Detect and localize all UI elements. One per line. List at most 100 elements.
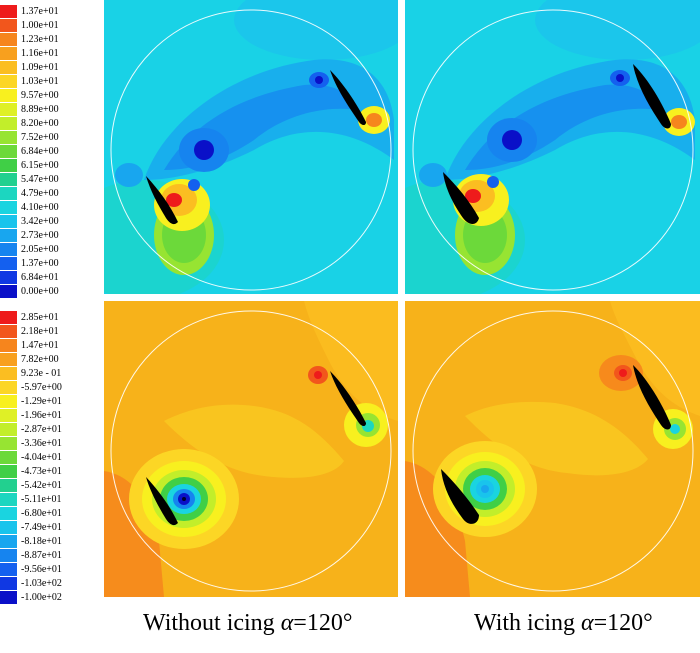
pressure-legend-label: 1.47e+01 xyxy=(21,340,59,351)
velocity-legend-entry: 3.42e+00 xyxy=(0,215,59,228)
caption-right-alpha: α xyxy=(581,610,594,636)
velocity-legend-swatch xyxy=(0,159,17,172)
pressure-legend-swatch xyxy=(0,325,17,338)
velocity-legend-swatch xyxy=(0,271,17,284)
pressure-legend-swatch xyxy=(0,507,17,520)
velocity-legend-swatch xyxy=(0,215,17,228)
velocity-legend-label: 7.52e+00 xyxy=(21,132,59,143)
velocity-legend-label: 1.09e+01 xyxy=(21,62,59,73)
pressure-legend-label: 9.23e - 01 xyxy=(21,368,62,379)
pressure-contour-with-icing xyxy=(405,301,700,597)
velocity-colorbar-legend: 1.37e+01 1.00e+01 1.23e+01 1.16e+01 1.09e+01… xyxy=(0,5,100,298)
caption-with-icing: With icing α=120° xyxy=(474,610,653,637)
caption-right-angle: =120° xyxy=(593,610,653,636)
pressure-legend-entry: -1.03e+02 xyxy=(0,577,62,590)
pressure-legend-swatch xyxy=(0,465,17,478)
velocity-legend-swatch xyxy=(0,75,17,88)
pressure-contour-without-icing xyxy=(104,301,398,597)
velocity-legend-swatch xyxy=(0,257,17,270)
velocity-legend-label: 1.23e+01 xyxy=(21,34,59,45)
pressure-legend-swatch xyxy=(0,409,17,422)
caption-left-alpha: α xyxy=(280,610,294,636)
pressure-legend-label: -5.11e+01 xyxy=(21,494,62,505)
velocity-legend-entry: 1.00e+01 xyxy=(0,19,59,32)
velocity-legend-swatch xyxy=(0,173,17,186)
velocity-contour-plot-left xyxy=(104,0,398,294)
velocity-legend-label: 1.37e+00 xyxy=(21,258,59,269)
velocity-legend-label: 1.16e+01 xyxy=(21,48,59,59)
pressure-legend-entry: -8.18e+01 xyxy=(0,535,62,548)
velocity-legend-entry: 2.05e+00 xyxy=(0,243,59,256)
velocity-legend-swatch xyxy=(0,187,17,200)
velocity-legend-entry: 4.79e+00 xyxy=(0,187,59,200)
pressure-legend-swatch xyxy=(0,479,17,492)
velocity-legend-entry: 5.47e+00 xyxy=(0,173,59,186)
pressure-legend-entry: -2.87e+01 xyxy=(0,423,62,436)
velocity-legend-label: 0.00e+00 xyxy=(21,286,59,297)
velocity-legend-swatch xyxy=(0,229,17,242)
pressure-legend-swatch xyxy=(0,423,17,436)
pressure-legend-label: -6.80e+01 xyxy=(21,508,62,519)
pressure-legend-entry: -6.80e+01 xyxy=(0,507,62,520)
pressure-legend-label: -8.87e+01 xyxy=(21,550,62,561)
pressure-legend-label: -4.73e+01 xyxy=(21,466,62,477)
pressure-legend-swatch xyxy=(0,549,17,562)
pressure-contour-plot-left xyxy=(104,301,398,597)
velocity-legend-swatch xyxy=(0,47,17,60)
velocity-legend-swatch xyxy=(0,33,17,46)
velocity-legend-label: 8.89e+00 xyxy=(21,104,59,115)
velocity-legend-entry: 1.16e+01 xyxy=(0,47,59,60)
pressure-legend-label: -5.97e+00 xyxy=(21,382,62,393)
pressure-legend-entry: 9.23e - 01 xyxy=(0,367,61,380)
velocity-legend-label: 4.79e+00 xyxy=(21,188,59,199)
pressure-contour-plot-right xyxy=(405,301,700,597)
velocity-legend-label: 6.84e+01 xyxy=(21,272,59,283)
pressure-legend-entry: -7.49e+01 xyxy=(0,521,62,534)
caption-left-angle: =120° xyxy=(293,610,353,636)
pressure-legend-swatch xyxy=(0,381,17,394)
velocity-legend-label: 3.42e+00 xyxy=(21,216,59,227)
pressure-colorbar-legend: 2.85e+01 2.18e+01 1.47e+01 7.82e+00 9.23e - … xyxy=(0,311,100,604)
velocity-legend-label: 1.03e+01 xyxy=(21,76,59,87)
pressure-legend-label: 7.82e+00 xyxy=(21,354,59,365)
pressure-legend-label: 2.85e+01 xyxy=(21,312,59,323)
velocity-legend-swatch xyxy=(0,285,17,298)
pressure-legend-entry: 7.82e+00 xyxy=(0,353,59,366)
velocity-legend-entry: 2.73e+00 xyxy=(0,229,59,242)
pressure-legend-entry: -4.73e+01 xyxy=(0,465,62,478)
velocity-legend-swatch xyxy=(0,19,17,32)
pressure-legend-entry: -3.36e+01 xyxy=(0,437,62,450)
velocity-contour-plot-right xyxy=(405,0,700,294)
pressure-legend-swatch xyxy=(0,367,17,380)
pressure-legend-entry: -5.42e+01 xyxy=(0,479,62,492)
pressure-legend-swatch xyxy=(0,563,17,576)
pressure-legend-entry: 1.47e+01 xyxy=(0,339,59,352)
velocity-legend-label: 5.47e+00 xyxy=(21,174,59,185)
pressure-legend-swatch xyxy=(0,339,17,352)
velocity-legend-entry: 6.15e+00 xyxy=(0,159,59,172)
pressure-legend-label: -1.00e+02 xyxy=(21,592,62,603)
pressure-legend-swatch xyxy=(0,353,17,366)
velocity-legend-entry: 1.37e+01 xyxy=(0,5,59,18)
pressure-legend-entry: 2.85e+01 xyxy=(0,311,59,324)
pressure-legend-swatch xyxy=(0,437,17,450)
pressure-legend-label: 2.18e+01 xyxy=(21,326,59,337)
velocity-legend-swatch xyxy=(0,145,17,158)
pressure-legend-label: -3.36e+01 xyxy=(21,438,62,449)
pressure-legend-entry: -1.96e+01 xyxy=(0,409,62,422)
pressure-legend-label: -5.42e+01 xyxy=(21,480,62,491)
velocity-legend-label: 1.37e+01 xyxy=(21,6,59,17)
pressure-legend-entry: -4.04e+01 xyxy=(0,451,62,464)
pressure-legend-swatch xyxy=(0,311,17,324)
velocity-legend-label: 1.00e+01 xyxy=(21,20,59,31)
velocity-legend-swatch xyxy=(0,117,17,130)
velocity-legend-swatch xyxy=(0,103,17,116)
pressure-legend-entry: -5.97e+00 xyxy=(0,381,62,394)
velocity-legend-swatch xyxy=(0,5,17,18)
caption-right-prefix: With icing xyxy=(474,610,582,636)
caption-left-prefix: Without icing xyxy=(143,610,281,636)
pressure-legend-label: -4.04e+01 xyxy=(21,452,62,463)
velocity-legend-label: 6.15e+00 xyxy=(21,160,59,171)
velocity-legend-entry: 9.57e+00 xyxy=(0,89,59,102)
velocity-legend-entry: 1.09e+01 xyxy=(0,61,59,74)
